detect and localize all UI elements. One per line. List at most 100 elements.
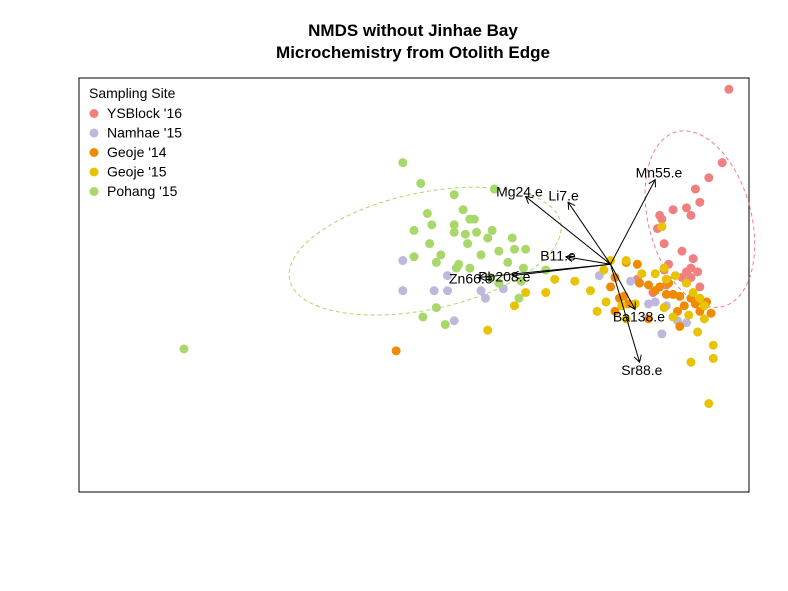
point-series-3-23 [541, 288, 551, 298]
point-series-4-19 [521, 244, 531, 254]
point-series-4-15 [494, 246, 504, 256]
point-series-2-6 [675, 291, 685, 301]
point-series-3-32 [483, 325, 493, 335]
point-series-2-23 [610, 306, 620, 316]
point-series-4-27 [451, 263, 461, 273]
point-series-3-29 [708, 340, 718, 350]
plot-frame [78, 77, 750, 493]
point-series-4-3 [489, 184, 499, 194]
point-series-4-28 [476, 250, 486, 260]
point-series-4-11 [449, 227, 459, 237]
point-series-1-14 [657, 329, 667, 339]
point-series-1-9 [626, 276, 636, 286]
point-series-2-14 [610, 272, 620, 282]
point-series-3-4 [599, 265, 609, 275]
point-series-4-20 [518, 263, 528, 273]
legend-title: Sampling Site [89, 85, 176, 101]
legend-label-0: YSBlock '16 [107, 105, 182, 121]
point-series-3-8 [670, 271, 680, 281]
legend-marker-1 [89, 128, 99, 138]
point-series-4-34 [418, 312, 428, 322]
point-series-4-9 [409, 225, 419, 235]
point-series-2-4 [661, 289, 671, 299]
ellipse-series-4 [288, 186, 562, 316]
point-series-4-8 [469, 214, 479, 224]
vector-label-7: Sr88.e [621, 362, 662, 378]
point-series-3-33 [704, 399, 714, 409]
point-series-4-38 [541, 265, 551, 275]
point-series-2-7 [679, 301, 689, 311]
point-series-3-5 [637, 269, 647, 279]
point-series-1-0 [398, 256, 408, 266]
point-series-0-3 [690, 184, 700, 194]
point-series-0-0 [724, 84, 734, 94]
point-series-4-12 [460, 229, 470, 239]
point-series-3-14 [668, 312, 678, 322]
vector-arrow-0 [610, 180, 656, 265]
legend-label-1: Namhae '15 [107, 125, 182, 141]
point-series-4-1 [416, 178, 426, 188]
point-series-4-18 [510, 244, 519, 254]
point-series-4-24 [436, 250, 446, 260]
point-series-4-13 [472, 227, 482, 237]
point-series-3-12 [699, 301, 709, 311]
point-series-3-13 [684, 310, 694, 320]
point-series-3-10 [688, 288, 698, 298]
point-series-2-0 [635, 278, 645, 288]
point-series-3-18 [601, 297, 611, 307]
legend-label-4: Pohang '15 [107, 183, 178, 199]
point-series-4-25 [431, 257, 441, 267]
vector-arrow-2 [568, 202, 611, 265]
ellipse-series-0 [644, 130, 756, 308]
point-series-3-15 [659, 303, 669, 313]
point-series-3-2 [621, 256, 631, 266]
point-series-1-2 [429, 286, 439, 296]
point-series-3-11 [695, 293, 705, 303]
legend-marker-4 [89, 187, 99, 196]
point-series-4-16 [487, 225, 497, 235]
point-series-4-32 [494, 278, 504, 288]
point-series-4-36 [431, 303, 441, 313]
point-series-3-27 [699, 314, 709, 324]
vector-label-2: Li7.e [548, 188, 579, 204]
point-series-4-17 [507, 233, 517, 243]
vector-label-4: Zn66.e [449, 270, 493, 286]
vector-label-3: B11.e [540, 247, 576, 263]
point-series-3-22 [550, 274, 560, 284]
point-series-0-7 [668, 205, 678, 215]
point-series-2-26 [391, 346, 401, 356]
vector-arrow-7 [610, 264, 640, 362]
legend: Sampling Site YSBlock '16 Namhae '15 Geoje… [89, 85, 182, 199]
point-series-2-3 [655, 282, 665, 292]
point-series-0-12 [677, 246, 687, 256]
point-series-4-39 [179, 344, 189, 354]
point-series-3-30 [708, 353, 718, 363]
point-series-3-26 [621, 314, 631, 324]
point-series-3-19 [592, 306, 602, 316]
point-series-4-0 [398, 158, 408, 168]
point-series-0-9 [657, 214, 667, 224]
point-series-1-16 [449, 316, 459, 326]
point-series-0-2 [704, 173, 714, 183]
point-series-3-1 [659, 263, 669, 273]
point-series-3-31 [686, 357, 696, 367]
vector-arrow-5 [512, 263, 611, 275]
point-series-3-6 [650, 269, 660, 279]
point-series-4-10 [425, 239, 435, 249]
vector-label-6: Ba138.e [613, 308, 665, 324]
point-series-1-15 [681, 318, 691, 328]
point-series-1-6 [480, 293, 490, 303]
point-series-0-18 [693, 267, 703, 277]
point-series-3-24 [521, 288, 531, 298]
point-series-3-28 [693, 327, 703, 337]
point-series-3-9 [681, 278, 691, 288]
point-series-4-29 [503, 257, 513, 267]
legend-label-2: Geoje '14 [107, 144, 167, 160]
point-series-4-23 [465, 263, 475, 273]
point-series-3-21 [570, 276, 580, 286]
point-series-0-6 [686, 210, 696, 220]
point-series-1-11 [650, 297, 660, 307]
point-series-4-37 [514, 293, 524, 303]
